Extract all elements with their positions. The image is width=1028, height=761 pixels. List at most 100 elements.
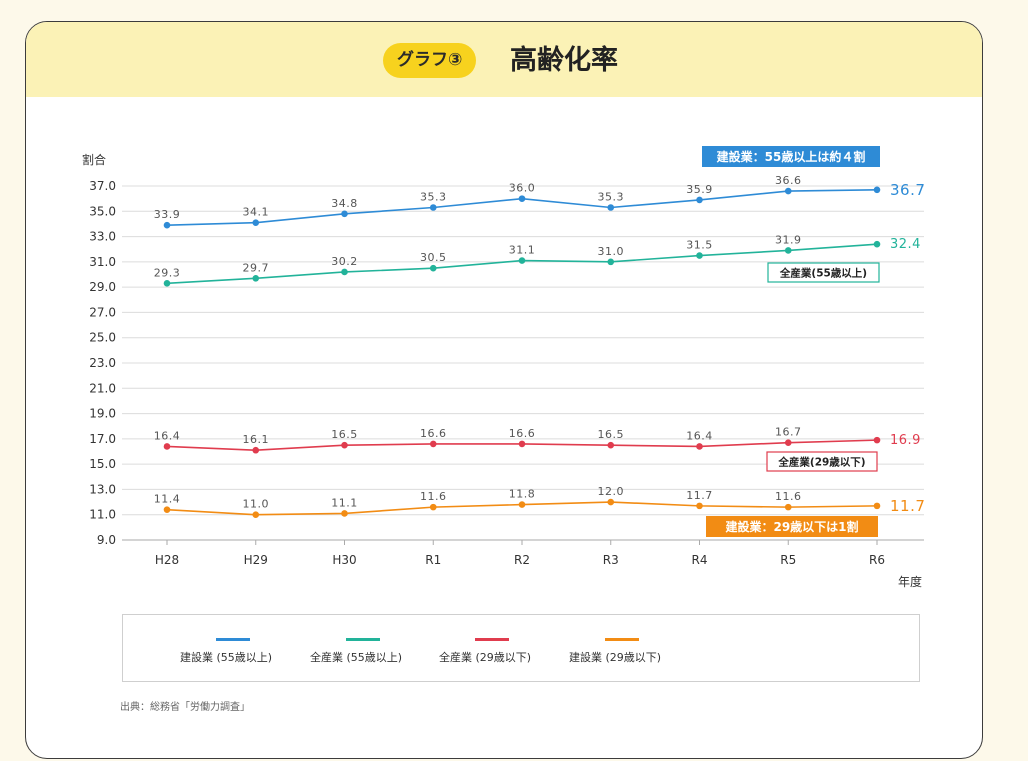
annotation-box [766,451,878,472]
y-tick-label: 9.0 [97,533,116,547]
data-label: 34.1 [243,206,270,219]
x-tick-label: R2 [514,553,530,567]
data-label: 11.1 [331,496,358,509]
data-label: 11.6 [420,490,447,503]
data-point [163,221,171,229]
data-point [252,511,260,519]
x-tick-label: R4 [692,553,708,567]
data-point [252,219,260,226]
y-tick-label: 29.0 [89,280,116,294]
data-label: 16.7 [775,426,802,439]
annotation-box [702,146,880,167]
y-tick-label: 11.0 [89,508,116,522]
x-tick-label: H29 [244,553,268,567]
data-label: 31.5 [686,239,713,252]
data-point [784,187,792,195]
data-label: 35.3 [420,190,447,203]
card-header: グラフ③ 高齢化率 [26,22,982,97]
y-tick-label: 21.0 [89,381,116,395]
data-point [341,210,348,218]
series-line [166,188,878,226]
legend: 建設業 (55歳以上) 全産業 (55歳以上) 全産業 (29歳以下) 建設業 (29… [122,614,920,682]
data-point [873,186,881,194]
data-label: 31.0 [598,245,625,258]
annotation-text: 建設業：55歳以上は約４割 [716,149,866,164]
data-point [429,204,437,211]
legend-swatch [475,638,509,641]
data-label-latest: 11.7 [890,497,925,515]
y-tick-label: 13.0 [89,482,116,496]
annotation-text: 全産業(29歳以下) [777,456,865,469]
y-tick-label: 27.0 [89,305,116,319]
data-label: 34.8 [331,197,358,210]
data-label: 33.9 [154,208,181,221]
chart-card: グラフ③ 高齢化率 9.0 11.0 13.0 15.0 17.0 19.0 21.0 23.… [25,21,983,759]
data-label: 16.5 [598,428,625,441]
data-point [252,274,260,282]
data-label-latest: 36.7 [890,181,925,199]
y-tick-label: 19.0 [89,407,116,421]
line-chart: 9.0 11.0 13.0 15.0 17.0 19.0 21.0 23.0 25.0 27.0 2… [82,146,925,589]
data-point [696,443,703,450]
data-point [873,436,881,444]
data-label: 16.6 [420,427,447,440]
data-point [252,446,260,454]
data-point [518,195,526,202]
data-label: 12.0 [598,485,625,498]
x-tick-label: H28 [155,553,179,567]
data-label: 35.9 [686,183,713,196]
data-label: 16.4 [686,429,713,442]
data-point [429,440,437,448]
data-label: 11.0 [243,498,270,511]
data-label-latest: 32.4 [890,237,921,252]
legend-label: 全産業 (29歳以下) [439,651,532,664]
legend-label: 全産業 (55歳以上) [310,651,403,664]
data-point [163,443,171,450]
data-point [696,252,703,259]
y-tick-label: 17.0 [89,432,116,446]
data-point [518,257,526,264]
annotation-box [767,262,880,283]
data-label: 16.6 [509,427,536,440]
data-point [784,247,792,254]
legend-label: 建設業 (55歳以上) [180,651,273,664]
y-tick-label: 25.0 [89,331,116,345]
y-tick-label: 37.0 [89,179,116,193]
data-point [341,268,348,276]
y-tick-label: 35.0 [89,204,116,218]
data-point [341,510,348,517]
data-point [341,441,348,449]
chart-title: 高齢化率 [510,45,618,76]
data-point [163,506,171,513]
data-point [607,204,615,211]
x-tick-label: R1 [425,553,441,567]
data-label: 11.8 [509,488,536,501]
annotation-text: 建設業：29歳以下は1割 [724,519,858,534]
data-point [607,441,615,449]
legend-swatch [605,638,639,641]
data-label: 11.7 [686,489,713,502]
x-tick-label: R6 [869,553,885,567]
data-label-latest: 16.9 [890,433,921,448]
data-point [518,440,526,448]
data-label: 16.5 [331,428,358,441]
x-axis-title: 年度 [898,574,922,589]
data-label: 36.6 [775,174,802,187]
data-label: 16.1 [243,433,270,446]
annotation-box [706,516,878,537]
legend-swatch [216,638,250,641]
data-label: 31.1 [509,244,536,257]
annotation-text: 全産業(55歳以上) [779,267,867,280]
y-tick-label: 23.0 [89,356,116,370]
data-label: 31.9 [775,233,802,246]
data-point [163,280,171,287]
data-point [784,439,792,446]
y-tick-label: 33.0 [89,230,116,244]
x-tick-label: R5 [780,553,796,567]
data-point [873,240,881,248]
graph-number-badge: グラフ③ [383,43,477,78]
data-point [873,502,881,510]
data-label: 35.3 [598,190,625,203]
data-label: 11.4 [154,493,181,506]
source-note: 出典：総務省「労働力調査」 [120,702,250,713]
